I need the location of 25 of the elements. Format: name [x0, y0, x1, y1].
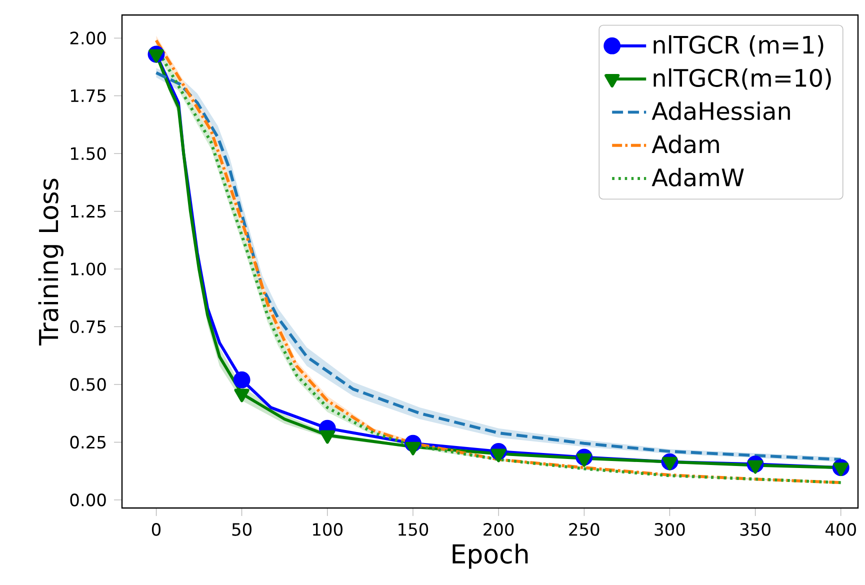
y-tick-label: 2.00: [70, 32, 106, 45]
x-tick-label: 400: [826, 523, 856, 536]
y-tick-label: 0.25: [70, 436, 106, 449]
legend-label: AdaHessian: [652, 102, 790, 120]
y-axis-title: Training Loss: [38, 178, 64, 346]
x-tick-label: 150: [398, 523, 428, 536]
x-tick-label: 300: [654, 523, 685, 536]
legend-label: AdamW: [652, 168, 744, 187]
legend-label: Adam: [652, 134, 719, 154]
y-tick-label: 1.75: [71, 89, 106, 102]
y-tick-label: 0.00: [70, 493, 106, 506]
x-tick-label: 50: [232, 523, 252, 536]
y-tick-label: 1.00: [71, 262, 106, 276]
x-tick-label: 100: [313, 523, 342, 536]
x-axis-title: Epoch: [452, 544, 528, 569]
y-tick-label: 0.75: [70, 320, 106, 334]
x-tick-label: 0: [152, 523, 161, 536]
y-tick-label: 1.25: [71, 204, 106, 218]
y-tick-label: 1.50: [71, 147, 106, 160]
x-tick-label: 200: [484, 523, 514, 536]
legend-label: nlTGCR (m=1): [654, 35, 824, 57]
x-tick-label: 250: [569, 523, 600, 536]
y-tick-label: 0.50: [70, 378, 106, 391]
x-tick-label: 350: [740, 523, 770, 536]
legend-label: nlTGCR(m=10): [654, 68, 831, 90]
